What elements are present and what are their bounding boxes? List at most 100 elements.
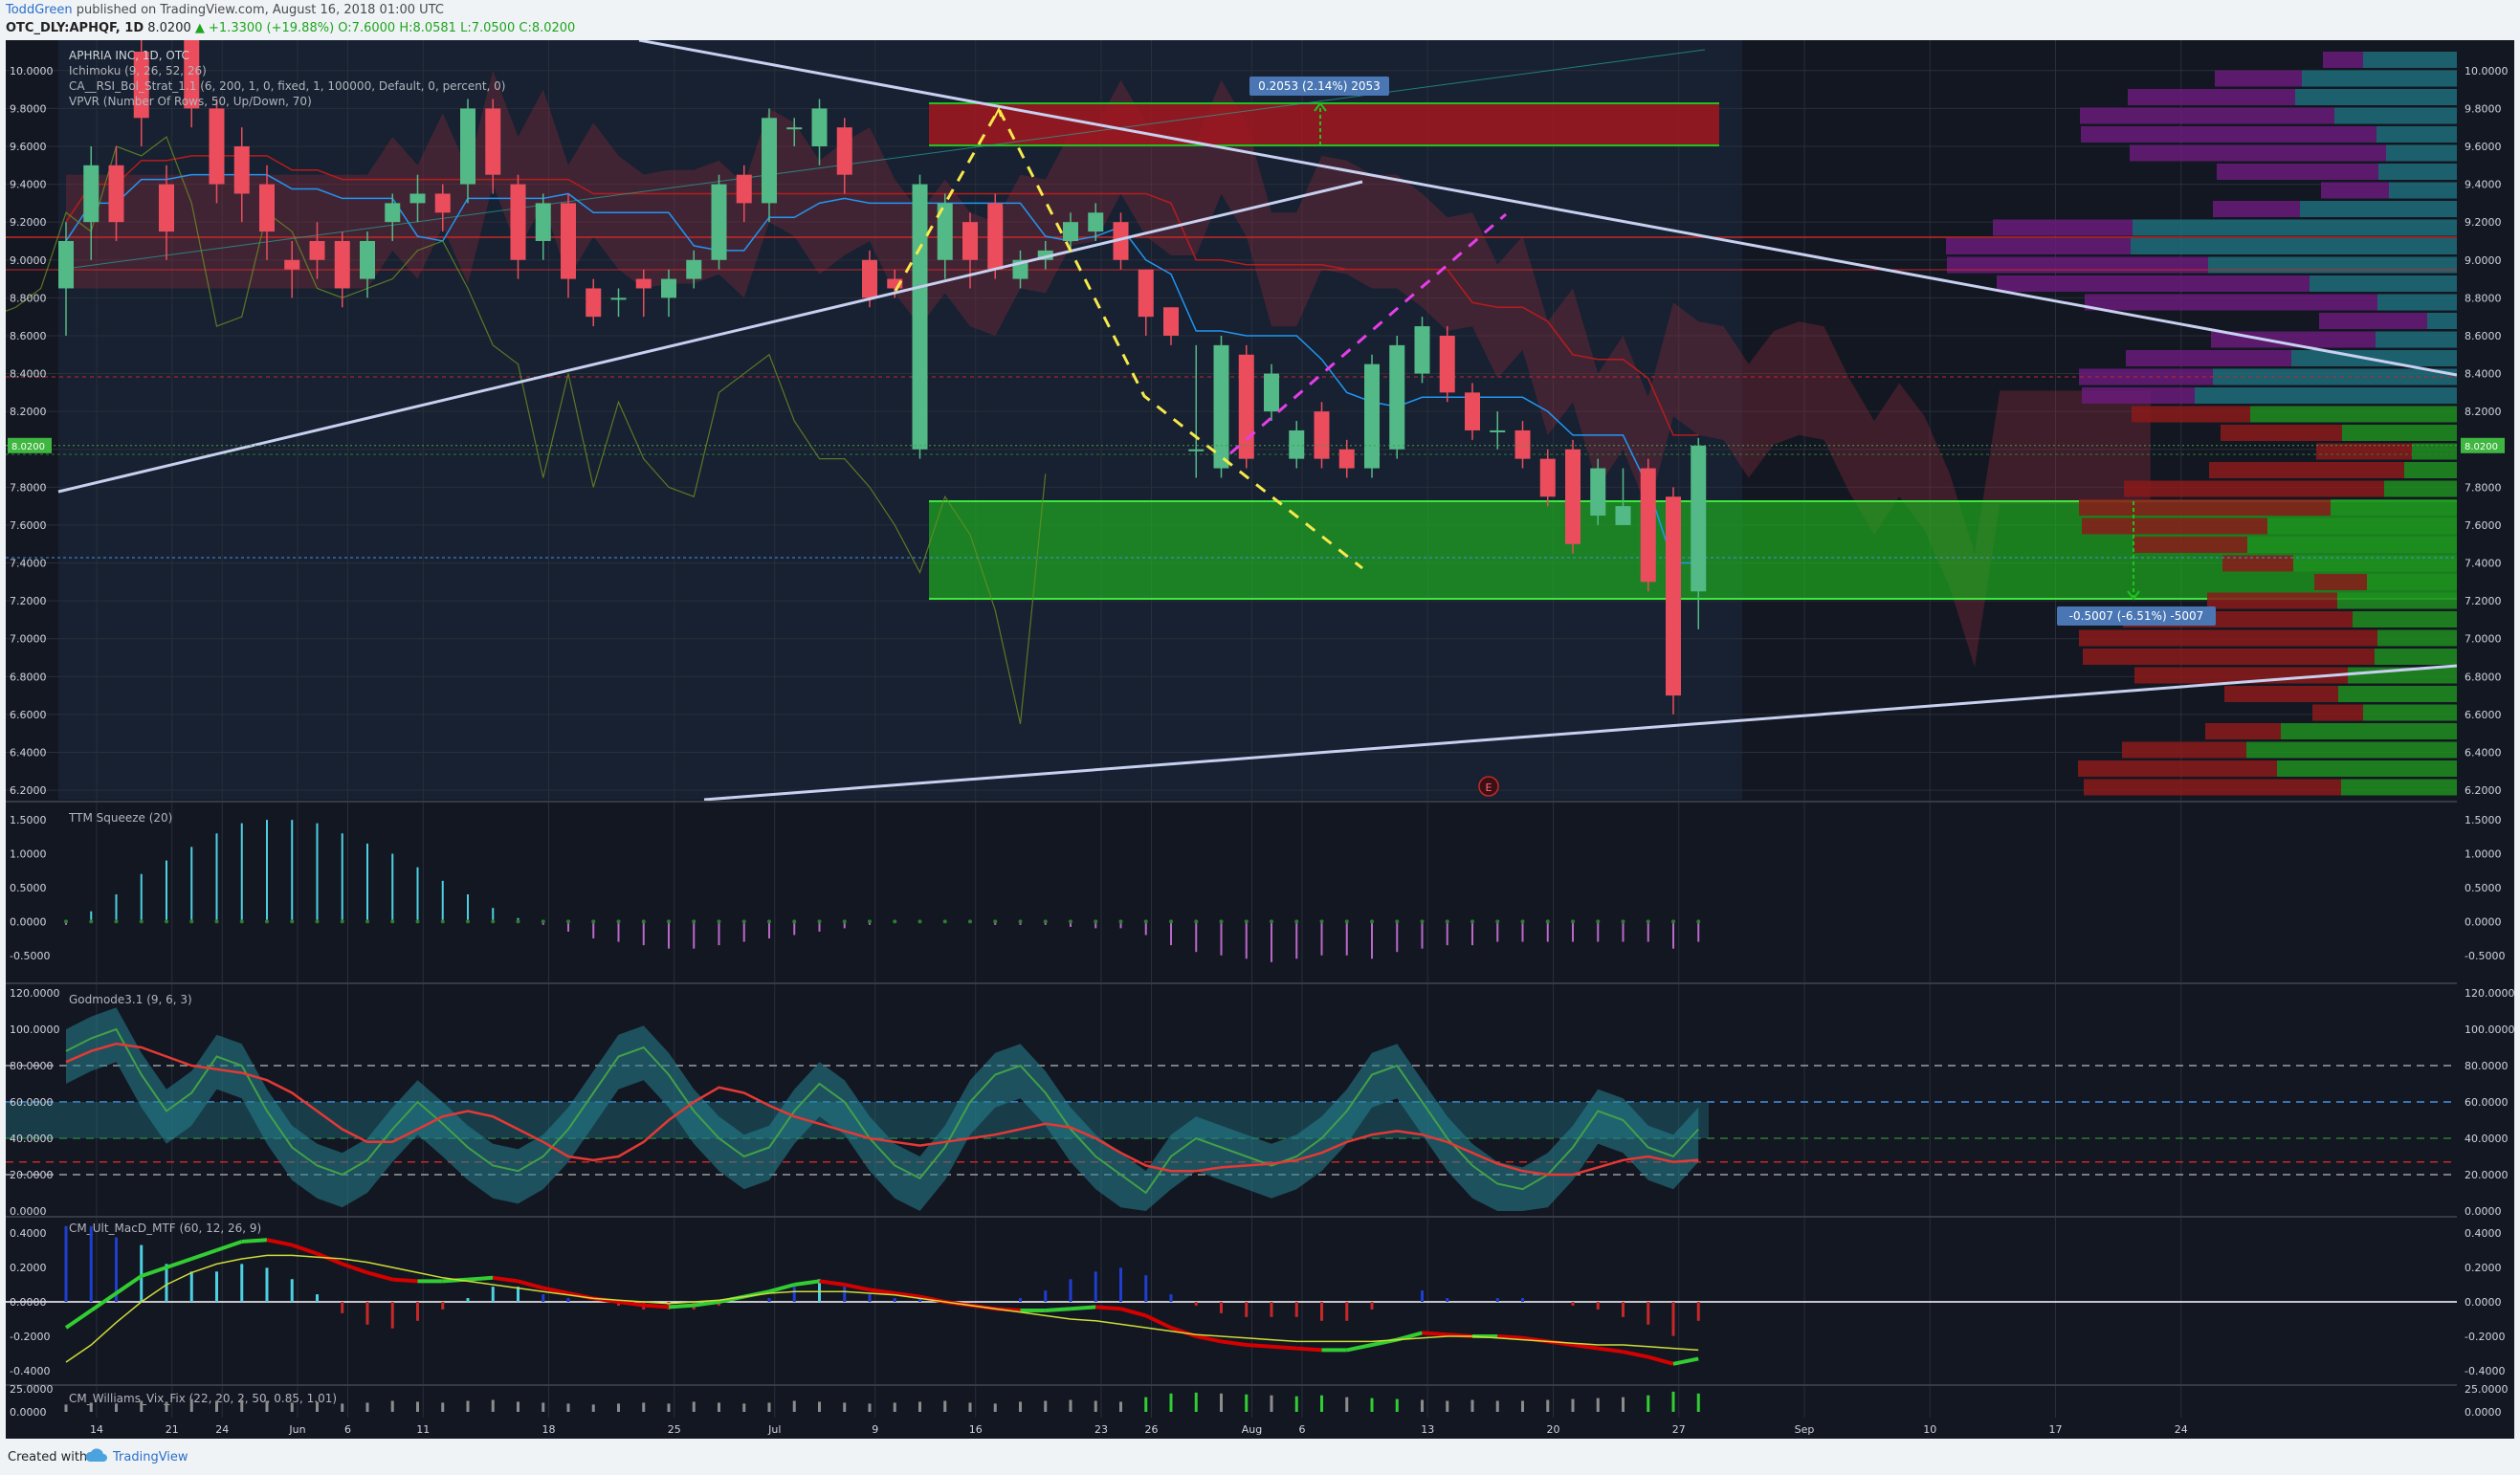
candle-bull[interactable]	[610, 297, 627, 300]
candle-bear[interactable]	[887, 278, 903, 289]
chart-svg[interactable]: 0.2053 (2.14%) 2053 -0.5007 (-6.51%) -50…	[0, 23, 2515, 1439]
candle-bull[interactable]	[1188, 449, 1205, 451]
vpvr-up-bar	[2310, 275, 2457, 292]
bollinger-line[interactable]	[57, 49, 1706, 271]
vpvr-legend[interactable]: VPVR (Number Of Rows, 50, Up/Down, 70)	[69, 95, 312, 108]
candle-bear[interactable]	[184, 33, 200, 109]
candle-bull[interactable]	[1088, 212, 1104, 232]
candle-bear[interactable]	[159, 184, 174, 232]
up-measure-label: 0.2053 (2.14%) 2053	[1258, 79, 1381, 93]
chikou-line[interactable]	[0, 136, 1047, 724]
macd-line-segment	[215, 1240, 243, 1252]
candle-bear[interactable]	[1138, 269, 1154, 318]
ttm-squeeze-dot	[767, 919, 771, 924]
chart-area[interactable]: 0.2053 (2.14%) 2053 -0.5007 (-6.51%) -50…	[0, 23, 2515, 1439]
candle-bear[interactable]	[108, 165, 124, 223]
candle-bear[interactable]	[1465, 392, 1480, 430]
author-link[interactable]: ToddGreen	[6, 3, 73, 17]
godmode-axis-label-left: 20.0000	[10, 1169, 54, 1181]
candle-bear[interactable]	[1565, 449, 1581, 544]
candle-bull[interactable]	[1364, 363, 1380, 469]
candle-bull[interactable]	[535, 203, 551, 241]
candle-bear[interactable]	[1539, 458, 1556, 497]
candle-bear[interactable]	[1113, 222, 1129, 260]
candle-bear[interactable]	[259, 184, 275, 232]
macd-signal-line[interactable]	[65, 1254, 1699, 1363]
candle-bear[interactable]	[962, 222, 978, 260]
candle-bull[interactable]	[1590, 468, 1606, 517]
candle-bear[interactable]	[836, 127, 852, 175]
candle-bull[interactable]	[912, 184, 928, 450]
candle-bull[interactable]	[1063, 222, 1078, 241]
ttm-squeeze-dot	[491, 919, 496, 924]
magenta-projection-path[interactable]	[1229, 212, 1507, 455]
candle-bull[interactable]	[1691, 445, 1707, 592]
candle-bear[interactable]	[334, 240, 350, 289]
candle-bear[interactable]	[133, 52, 149, 119]
candle-bear[interactable]	[510, 184, 526, 260]
kijun-line[interactable]	[65, 155, 1699, 436]
candle-bear[interactable]	[1514, 429, 1531, 459]
candle-bear[interactable]	[284, 259, 300, 270]
candle-bear[interactable]	[233, 145, 250, 194]
candle-bear[interactable]	[309, 240, 325, 260]
candle-bull[interactable]	[409, 193, 426, 204]
candle-bull[interactable]	[686, 259, 702, 279]
ascending-trendline[interactable]	[57, 180, 1363, 494]
candle-bull[interactable]	[1615, 506, 1631, 525]
candle-bull[interactable]	[762, 118, 777, 204]
candle-bear[interactable]	[1338, 449, 1355, 469]
candle-bull[interactable]	[83, 165, 99, 223]
candle-bear[interactable]	[1163, 307, 1179, 336]
candle-bear[interactable]	[635, 278, 652, 289]
candle-bear[interactable]	[987, 203, 1004, 270]
price-tag-right	[2461, 437, 2505, 453]
candle-bear[interactable]	[1666, 496, 1681, 696]
godmode-slow-line[interactable]	[65, 1042, 1699, 1177]
candle-bull[interactable]	[1264, 373, 1279, 412]
tradingview-link[interactable]: TradingView	[113, 1450, 188, 1464]
candle-bull[interactable]	[1414, 326, 1430, 374]
candle-bull[interactable]	[1490, 429, 1506, 432]
candle-bear[interactable]	[1439, 335, 1455, 393]
candle-bear[interactable]	[736, 174, 752, 204]
candle-bear[interactable]	[485, 108, 501, 175]
ttm-legend[interactable]: TTM Squeeze (20)	[68, 811, 172, 825]
vix-legend[interactable]: CM_Williams_Vix_Fix (22, 20, 2, 50, 0.85…	[69, 1392, 337, 1405]
candle-bull[interactable]	[661, 278, 676, 298]
candle-bear[interactable]	[1238, 354, 1254, 459]
candle-bull[interactable]	[811, 108, 828, 146]
candle-bull[interactable]	[385, 203, 401, 223]
candle-bear[interactable]	[862, 259, 877, 298]
time-axis-label: Jun	[288, 1423, 305, 1436]
volume-profile	[1946, 52, 2457, 796]
macd-legend[interactable]: CM_Ult_MacD_MTF (60, 12, 26, 9)	[69, 1222, 261, 1235]
candle-bear[interactable]	[1314, 411, 1330, 459]
candle-bull[interactable]	[1213, 344, 1229, 469]
candle-bull[interactable]	[360, 240, 375, 279]
descending-trendline[interactable]	[638, 38, 2458, 377]
earnings-marker-icon[interactable]	[1478, 776, 1499, 797]
candle-bear[interactable]	[209, 108, 225, 185]
ichimoku-legend[interactable]: Ichimoku (9, 26, 52, 26)	[69, 64, 207, 77]
candle-bull[interactable]	[786, 127, 803, 130]
candle-bear[interactable]	[586, 288, 602, 318]
candle-bull[interactable]	[937, 203, 953, 260]
candle-bull[interactable]	[1037, 250, 1053, 260]
candle-bull[interactable]	[1289, 429, 1305, 459]
resistance-zone[interactable]	[929, 103, 1719, 145]
candle-bear[interactable]	[434, 193, 451, 213]
macd-line-segment	[90, 1291, 118, 1312]
tradingview-cloud-icon[interactable]	[84, 1446, 109, 1465]
candle-bull[interactable]	[711, 184, 727, 260]
tenkan-line[interactable]	[65, 173, 1699, 564]
candle-bull[interactable]	[58, 240, 74, 289]
godmode-fast-line[interactable]	[65, 1027, 1699, 1195]
candle-bear[interactable]	[1640, 468, 1656, 583]
lower-support-trendline[interactable]	[703, 664, 2458, 802]
candle-bear[interactable]	[561, 203, 576, 279]
godmode-legend[interactable]: Godmode3.1 (9, 6, 3)	[69, 993, 192, 1006]
strategy-legend[interactable]: CA__RSI_Bol_Strat_1.1 (6, 200, 1, 0, fix…	[69, 79, 505, 93]
candle-bull[interactable]	[1389, 344, 1405, 450]
candle-bull[interactable]	[460, 108, 475, 185]
